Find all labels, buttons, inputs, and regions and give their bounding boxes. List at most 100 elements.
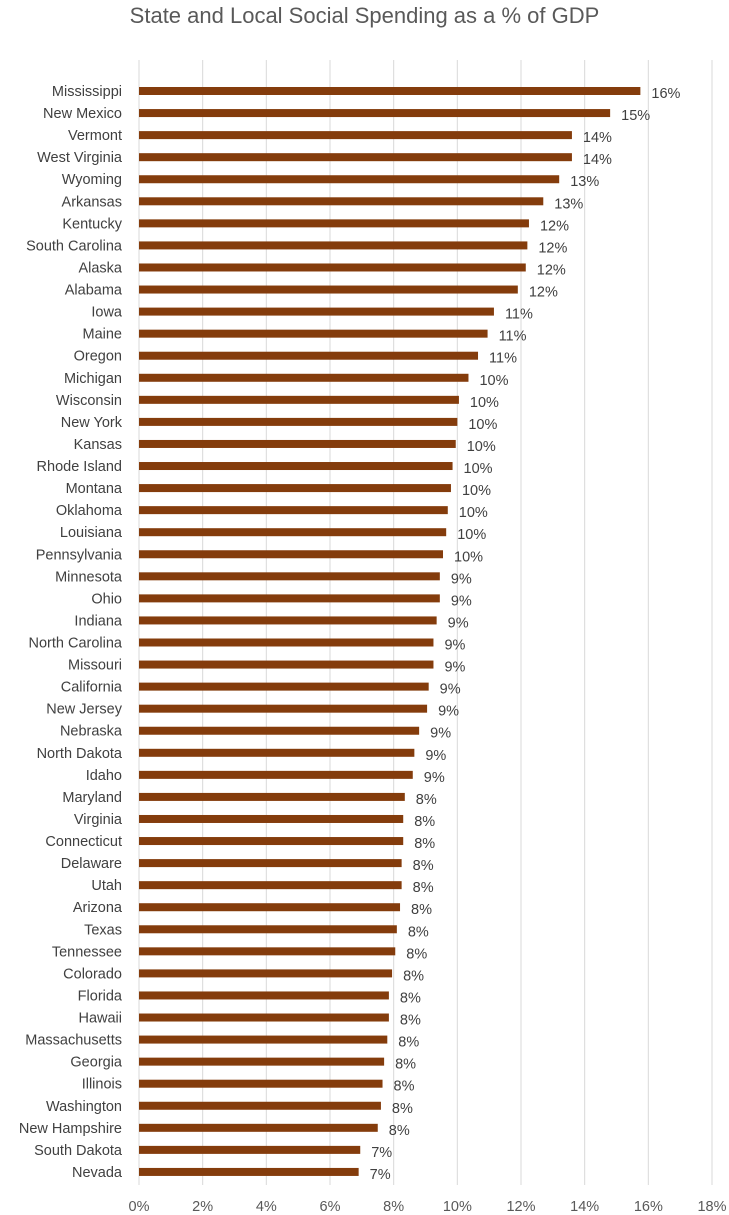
data-label: 8% bbox=[413, 880, 434, 896]
category-label: Oklahoma bbox=[56, 503, 123, 519]
data-label: 10% bbox=[468, 417, 497, 433]
bar bbox=[139, 285, 518, 294]
data-label: 9% bbox=[425, 748, 446, 764]
bar bbox=[139, 506, 448, 515]
category-label: Hawaii bbox=[78, 1011, 122, 1027]
bar bbox=[139, 197, 544, 206]
category-label: Montana bbox=[66, 481, 123, 497]
bar bbox=[139, 594, 440, 603]
data-label: 10% bbox=[479, 373, 508, 389]
category-label: Idaho bbox=[86, 768, 122, 784]
data-label: 10% bbox=[467, 439, 496, 455]
category-label: New Hampshire bbox=[19, 1121, 122, 1137]
bar bbox=[139, 550, 444, 559]
data-label: 7% bbox=[370, 1167, 391, 1183]
category-label: Connecticut bbox=[45, 834, 122, 850]
category-label: Rhode Island bbox=[37, 459, 122, 475]
bar bbox=[139, 903, 401, 912]
data-label: 9% bbox=[430, 726, 451, 742]
data-label: 10% bbox=[454, 549, 483, 565]
bars bbox=[139, 87, 641, 1176]
data-label: 9% bbox=[444, 660, 465, 676]
bar bbox=[139, 616, 437, 625]
bar bbox=[139, 153, 572, 162]
bar bbox=[139, 175, 560, 184]
x-tick-label: 14% bbox=[570, 1199, 599, 1215]
category-label: New York bbox=[61, 415, 123, 431]
data-label: 14% bbox=[583, 152, 612, 168]
bar bbox=[139, 638, 434, 647]
bar bbox=[139, 572, 440, 581]
data-label: 11% bbox=[505, 307, 533, 323]
bar bbox=[139, 462, 453, 471]
x-tick-label: 10% bbox=[443, 1199, 472, 1215]
data-label: 12% bbox=[537, 262, 566, 278]
x-tick-label: 8% bbox=[383, 1199, 404, 1215]
category-label: Missouri bbox=[68, 658, 122, 674]
x-tick-label: 18% bbox=[697, 1199, 726, 1215]
bar bbox=[139, 263, 526, 272]
category-label: Nevada bbox=[72, 1165, 123, 1181]
category-label: Illinois bbox=[82, 1077, 122, 1093]
data-label: 9% bbox=[448, 615, 469, 631]
data-label: 8% bbox=[394, 1079, 415, 1095]
data-label: 13% bbox=[554, 196, 583, 212]
bar bbox=[139, 329, 488, 338]
data-label: 8% bbox=[408, 924, 429, 940]
bar bbox=[139, 1145, 361, 1154]
category-label: Ohio bbox=[91, 591, 122, 607]
category-label: Michigan bbox=[64, 371, 122, 387]
category-label: Kentucky bbox=[62, 216, 122, 232]
data-label: 8% bbox=[398, 1035, 419, 1051]
data-label: 8% bbox=[414, 814, 435, 830]
data-label: 8% bbox=[403, 968, 424, 984]
category-label: Louisiana bbox=[60, 525, 123, 541]
bar bbox=[139, 881, 402, 890]
x-tick-label: 4% bbox=[256, 1199, 277, 1215]
data-label: 10% bbox=[457, 527, 486, 543]
bar bbox=[139, 925, 397, 934]
category-label: Alabama bbox=[65, 283, 123, 299]
bar bbox=[139, 704, 428, 713]
category-label: Utah bbox=[91, 878, 122, 894]
data-label: 8% bbox=[400, 1013, 421, 1029]
category-label: Mississippi bbox=[52, 84, 122, 100]
bar bbox=[139, 1167, 359, 1176]
bar bbox=[139, 947, 396, 956]
bar bbox=[139, 1101, 381, 1110]
data-label: 7% bbox=[371, 1145, 392, 1161]
category-label: Tennessee bbox=[52, 944, 122, 960]
category-label: Florida bbox=[78, 988, 123, 1004]
bar bbox=[139, 991, 389, 1000]
x-axis-tick-labels: 0% 2% 4% 6% 8% 10% 12% 14% 16% 18% bbox=[129, 1199, 727, 1215]
bar bbox=[139, 1057, 385, 1066]
category-label: South Carolina bbox=[26, 238, 123, 254]
category-label: South Dakota bbox=[34, 1143, 123, 1159]
bar bbox=[139, 439, 456, 448]
data-label: 8% bbox=[400, 990, 421, 1006]
bar bbox=[139, 131, 572, 140]
category-label: West Virginia bbox=[37, 150, 123, 166]
data-label: 8% bbox=[413, 858, 434, 874]
bar bbox=[139, 241, 528, 250]
bar bbox=[139, 969, 393, 978]
data-label: 8% bbox=[416, 792, 437, 808]
bar bbox=[139, 1035, 388, 1044]
bar bbox=[139, 1013, 389, 1022]
data-label: 11% bbox=[499, 329, 527, 345]
bar bbox=[139, 682, 429, 691]
bar bbox=[139, 660, 434, 669]
category-label: Washington bbox=[46, 1099, 122, 1115]
category-label: Nebraska bbox=[60, 724, 123, 740]
category-label: Maryland bbox=[62, 790, 122, 806]
category-label: Kansas bbox=[74, 437, 122, 453]
bar bbox=[139, 859, 402, 868]
bar bbox=[139, 395, 459, 404]
category-label: Minnesota bbox=[55, 569, 123, 585]
category-labels: Mississippi New Mexico Vermont West Virgini… bbox=[19, 84, 123, 1181]
x-tick-label: 6% bbox=[320, 1199, 341, 1215]
bar bbox=[139, 219, 529, 228]
data-label: 11% bbox=[489, 351, 517, 367]
category-label: New Mexico bbox=[43, 106, 122, 122]
